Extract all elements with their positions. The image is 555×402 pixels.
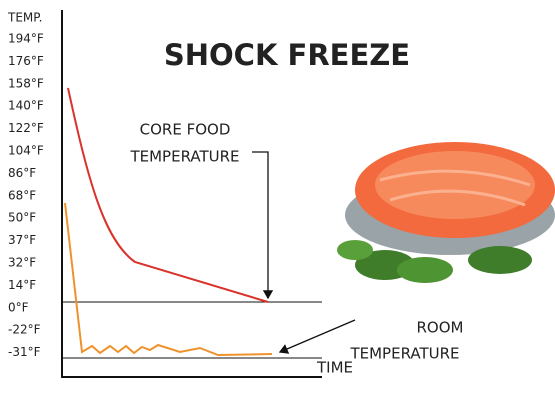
- y-tick-label: 122°F: [8, 121, 44, 135]
- y-axis-label: TEMP.: [7, 11, 42, 25]
- y-tick-label: 14°F: [8, 278, 36, 292]
- y-tick-label: 0°F: [8, 300, 29, 314]
- y-tick-label: 50°F: [8, 211, 36, 225]
- arrow: [280, 320, 355, 352]
- chart-title: SHOCK FREEZE: [164, 38, 410, 72]
- y-tick-label: 158°F: [8, 76, 44, 90]
- annotation: CORE FOOD: [140, 121, 231, 139]
- y-tick-label: 176°F: [8, 54, 44, 68]
- y-tick-label: 68°F: [8, 188, 36, 202]
- y-tick-label: -22°F: [8, 323, 41, 337]
- annotation: TEMPERATURE: [349, 345, 459, 363]
- y-tick-label: 140°F: [8, 99, 44, 113]
- room-temperature-line: [65, 203, 272, 355]
- salmon-illustration: [337, 142, 555, 283]
- y-tick-label: 86°F: [8, 166, 36, 180]
- y-tick-label: 194°F: [8, 32, 44, 46]
- y-tick-label: 32°F: [8, 256, 36, 270]
- x-axis-label: TIME: [316, 359, 353, 377]
- annotation: ROOM: [417, 319, 464, 337]
- y-tick-label: -31°F: [8, 345, 41, 359]
- annotation: TEMPERATURE: [129, 148, 239, 166]
- arrow: [252, 152, 268, 298]
- chart: 194°F 176°F 158°F 140°F 122°F 104°F 86°F 68°F 50…: [0, 0, 555, 402]
- y-tick-label: 104°F: [8, 144, 44, 158]
- y-tick-label: 37°F: [8, 233, 36, 247]
